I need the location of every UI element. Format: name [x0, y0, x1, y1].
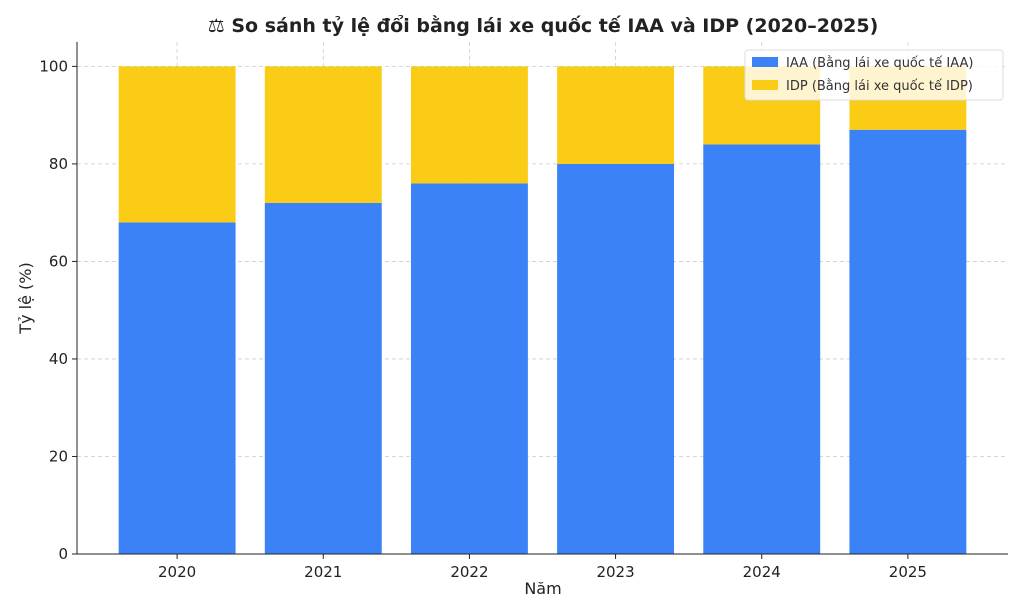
x-tick-label: 2022 — [450, 563, 488, 581]
bar-idp-2023 — [557, 66, 675, 164]
bar-idp-2020 — [118, 66, 236, 223]
bars — [118, 66, 967, 554]
bar-iaa-2020 — [118, 222, 236, 554]
x-tick-label: 2024 — [743, 563, 781, 581]
axes: 0 20 40 60 80 100 2020 2021 2022 2023 2024 2025 — [39, 42, 1008, 581]
x-tick-label: 2023 — [596, 563, 634, 581]
bar-iaa-2023 — [557, 163, 675, 554]
y-tick-label: 20 — [49, 447, 68, 465]
bar-iaa-2022 — [410, 183, 528, 554]
y-tick-label: 0 — [58, 545, 68, 563]
x-tick-label: 2021 — [304, 563, 342, 581]
x-axis-label: Năm — [524, 579, 561, 598]
legend: IAA (Bằng lái xe quốc tế IAA) IDP (Bằng l… — [744, 49, 1004, 101]
bar-idp-2022 — [410, 66, 528, 184]
x-tick-label: 2020 — [158, 563, 196, 581]
chart-title: ⚖ So sánh tỷ lệ đổi bằng lái xe quốc tế … — [208, 14, 879, 37]
y-tick-label: 60 — [49, 252, 68, 270]
legend-label: IAA (Bằng lái xe quốc tế IAA) — [786, 56, 973, 71]
y-tick-label: 100 — [39, 57, 68, 75]
y-axis-label: Tỷ lệ (%) — [16, 262, 35, 334]
x-tick-label: 2025 — [889, 563, 927, 581]
legend-label: IDP (Bằng lái xe quốc tế IDP) — [786, 79, 973, 94]
legend-box — [744, 49, 1004, 101]
legend-swatch — [752, 80, 778, 90]
y-tick-label: 40 — [49, 350, 68, 368]
legend-swatch — [752, 57, 778, 67]
bar-idp-2021 — [264, 66, 382, 203]
bar-iaa-2024 — [703, 144, 821, 554]
bar-iaa-2025 — [849, 129, 967, 554]
bar-iaa-2021 — [264, 202, 382, 554]
y-tick-label: 80 — [49, 155, 68, 173]
